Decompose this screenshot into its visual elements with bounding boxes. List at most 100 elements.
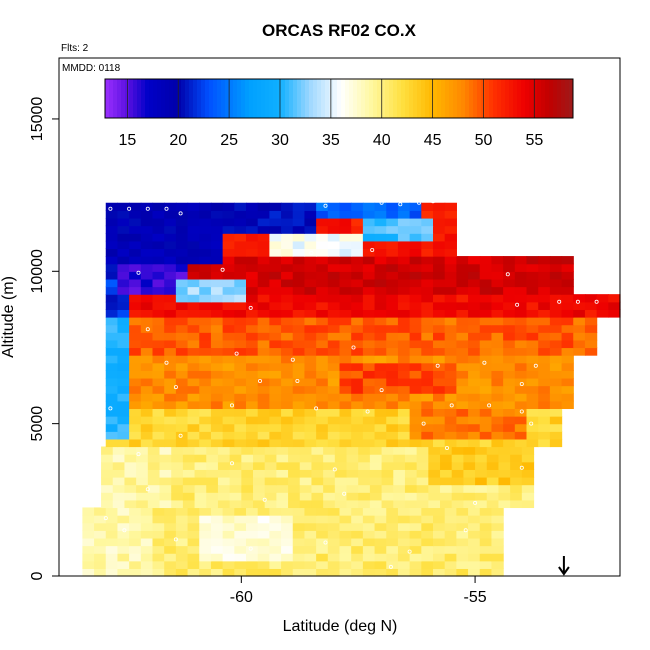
heatmap-cell xyxy=(292,240,306,250)
heatmap-cell xyxy=(362,385,376,394)
heatmap-cell xyxy=(526,317,539,326)
heatmap-cell xyxy=(175,309,189,318)
heatmap-cell xyxy=(129,202,142,211)
heatmap-cell xyxy=(129,324,142,333)
heatmap-cell xyxy=(217,476,231,486)
colorbar-tick-label: 30 xyxy=(271,132,289,149)
heatmap-cell xyxy=(199,377,212,387)
heatmap-cell xyxy=(304,355,317,364)
heatmap-cell xyxy=(253,476,266,486)
heatmap-cell xyxy=(421,400,434,410)
heatmap-cell xyxy=(339,271,352,280)
heatmap-cell xyxy=(164,507,177,516)
heatmap-cell xyxy=(584,301,598,310)
heatmap-cell xyxy=(475,484,488,493)
heatmap-cell xyxy=(210,309,224,318)
heatmap-cell xyxy=(491,278,504,288)
heatmap-cell xyxy=(269,263,282,272)
heatmap-cell xyxy=(351,362,364,371)
heatmap-cell xyxy=(416,461,429,470)
heatmap-cell xyxy=(444,202,457,211)
colorbar-segment xyxy=(477,79,482,118)
heatmap-cell xyxy=(369,461,383,470)
heatmap-cell xyxy=(199,317,212,326)
heatmap-cell xyxy=(351,385,364,394)
heatmap-cell xyxy=(269,225,282,234)
heatmap-cell xyxy=(374,317,387,326)
heatmap-cell xyxy=(140,324,154,333)
heatmap-cell xyxy=(117,240,130,250)
heatmap-cell xyxy=(584,294,598,303)
sample-point xyxy=(173,385,178,390)
heatmap-cell xyxy=(292,553,306,562)
heatmap-cell xyxy=(433,537,446,547)
heatmap-cell xyxy=(222,522,235,531)
heatmap-cell xyxy=(362,263,376,272)
heatmap-cell xyxy=(316,416,329,425)
heatmap-cell xyxy=(129,248,142,257)
heatmap-cell xyxy=(397,423,411,432)
colorbar-segment xyxy=(249,79,254,118)
heatmap-cell xyxy=(269,438,282,448)
heatmap-cell xyxy=(397,225,411,234)
heatmap-cell xyxy=(281,217,294,227)
heatmap-cell xyxy=(374,263,387,272)
heatmap-cell xyxy=(140,294,154,303)
heatmap-cell xyxy=(164,537,177,547)
colorbar-segment xyxy=(373,79,378,118)
heatmap-cell xyxy=(393,484,406,493)
heatmap-cell xyxy=(140,355,154,364)
heatmap-cell xyxy=(140,248,154,257)
heatmap-cell xyxy=(444,286,457,295)
heatmap-cell xyxy=(433,324,446,333)
heatmap-cell xyxy=(468,286,481,295)
heatmap-cell xyxy=(124,461,137,470)
heatmap-cell xyxy=(257,522,270,531)
heatmap-cell xyxy=(140,545,154,554)
heatmap-cell xyxy=(428,454,441,463)
heatmap-cell xyxy=(112,469,126,478)
heatmap-cell xyxy=(549,377,563,387)
heatmap-cell xyxy=(175,256,189,265)
heatmap-cell xyxy=(210,248,224,257)
heatmap-cell xyxy=(428,476,441,486)
heatmap-cell xyxy=(468,370,481,379)
colorbar-segment xyxy=(465,79,470,118)
heatmap-cell xyxy=(129,507,142,516)
heatmap-cell xyxy=(152,347,165,356)
heatmap-cell xyxy=(281,286,294,295)
heatmap-cell xyxy=(257,568,270,577)
heatmap-cell xyxy=(199,431,212,440)
heatmap-cell xyxy=(117,301,130,310)
heatmap-cell xyxy=(334,446,348,455)
heatmap-cell xyxy=(152,537,165,547)
heatmap-cell xyxy=(421,301,434,310)
heatmap-cell xyxy=(187,263,200,272)
heatmap-cell xyxy=(456,416,469,425)
heatmap-cell xyxy=(479,256,493,265)
x-tick-label: -60 xyxy=(230,589,253,606)
colorbar-segment xyxy=(529,79,534,118)
heatmap-cell xyxy=(117,271,130,280)
heatmap-cell xyxy=(468,545,481,554)
heatmap-cell xyxy=(175,522,189,531)
heatmap-cell xyxy=(374,377,387,387)
heatmap-cell xyxy=(234,217,247,227)
heatmap-cell xyxy=(304,233,317,242)
heatmap-cell xyxy=(374,408,387,417)
heatmap-cell xyxy=(397,530,411,539)
heatmap-cell xyxy=(140,278,154,288)
heatmap-cell xyxy=(117,355,130,364)
heatmap-cell xyxy=(164,263,177,272)
heatmap-cell xyxy=(222,408,235,417)
sample-point xyxy=(529,421,534,426)
heatmap-cell xyxy=(187,370,200,379)
heatmap-cell xyxy=(573,317,586,326)
colorbar-segment xyxy=(265,79,270,118)
heatmap-cell xyxy=(479,286,493,295)
heatmap-cell xyxy=(187,393,200,402)
heatmap-cell xyxy=(433,217,446,227)
heatmap-cell xyxy=(140,347,154,356)
heatmap-cell xyxy=(164,256,177,265)
heatmap-cell xyxy=(526,408,539,417)
